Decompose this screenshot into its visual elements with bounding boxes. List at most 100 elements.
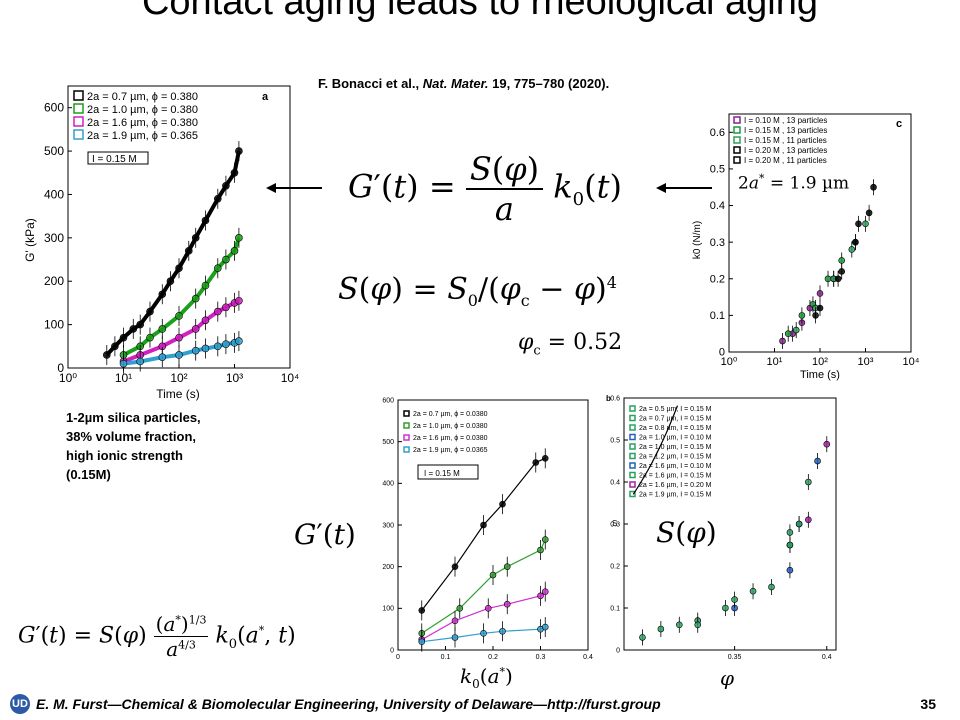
- page-number: 35: [920, 696, 936, 712]
- panel-c-ylabel: k0 (N/m): [692, 221, 703, 259]
- legend-entry: I = 0.15 M , 13 particles: [744, 126, 827, 135]
- data-point: [795, 520, 803, 528]
- reference-citation: F. Bonacci et al., Nat. Mater. 19, 775–7…: [318, 76, 609, 91]
- series-line: [122, 298, 240, 364]
- panel-bl-annotation: I = 0.15 M: [424, 469, 460, 478]
- data-point: [201, 281, 210, 290]
- legend-entry: I = 0.20 M , 13 particles: [744, 146, 827, 155]
- panel-a: a I = 0.15 M Time (s) G' (kPa) 0 100 200 30…: [23, 85, 299, 401]
- arrow-left-2: [656, 183, 712, 193]
- data-point: [222, 340, 230, 348]
- legend-entry: 2a = 1.6 µm, I = 0.15 M: [639, 473, 712, 480]
- university-logo: UD: [10, 694, 30, 714]
- description-note: 1-2µm silica particles, 38% volume fract…: [66, 410, 201, 482]
- data-point: [213, 307, 222, 316]
- y-tick-label: 500: [44, 144, 64, 158]
- legend-marker: [403, 434, 410, 441]
- data-point: [136, 357, 145, 366]
- y-tick-label: 400: [44, 187, 64, 201]
- data-point: [722, 604, 729, 612]
- x-tick-label: 0: [396, 654, 400, 661]
- y-tick-label: 0.4: [710, 200, 725, 212]
- data-point: [499, 627, 506, 635]
- y-tick-label: 600: [44, 101, 64, 115]
- panel-b-xlabel: φ: [720, 666, 735, 690]
- data-point: [102, 351, 111, 359]
- x-tick-label: 0.1: [441, 654, 451, 661]
- legend-entry: 2a = 0.7 µm, ϕ = 0.0380: [413, 411, 488, 418]
- x-tick-label: 10³: [226, 371, 243, 385]
- x-tick-label: 10³: [858, 356, 874, 368]
- panel-b-ylabel: S: [612, 519, 617, 528]
- legend-entry: I = 0.15 M , 11 particles: [744, 136, 827, 145]
- legend-entry: 2a = 0.7 µm, ϕ = 0.380: [87, 91, 198, 103]
- data-point: [201, 344, 210, 353]
- data-point: [814, 457, 821, 465]
- equation-main: G′(t) = S(φ) a k0(t): [348, 150, 622, 228]
- data-point: [480, 630, 487, 637]
- data-point: [158, 290, 167, 299]
- equation-a-star: 2a* = 1.9 µm: [738, 172, 850, 194]
- data-point: [848, 246, 856, 253]
- legend-marker: [629, 481, 636, 488]
- data-point: [235, 147, 243, 155]
- data-point: [541, 536, 549, 543]
- y-tick-label: 0: [616, 647, 620, 654]
- y-tick-label: 0.2: [610, 563, 620, 570]
- equation-scaled: G′(t) = S(φ) (a*)1/3 a4/3 k0(a*, t): [18, 612, 296, 661]
- y-tick-label: 0.1: [610, 605, 620, 612]
- y-tick-label: 0.4: [610, 479, 620, 486]
- panel-a-annotation: I = 0.15 M: [92, 154, 137, 165]
- data-point: [805, 516, 812, 524]
- legend-marker: [629, 452, 636, 460]
- data-point: [870, 183, 877, 191]
- data-point: [222, 181, 230, 190]
- y-tick-label: 200: [382, 564, 394, 571]
- y-tick-label: 100: [382, 606, 394, 613]
- data-point: [111, 342, 119, 351]
- panel-a-xlabel: Time (s): [156, 387, 200, 401]
- legend-entry: 2a = 1.9 µm, I = 0.15 M: [639, 492, 712, 499]
- data-point: [855, 220, 862, 228]
- x-tick-label: 10⁴: [903, 356, 920, 368]
- legend-marker: [629, 490, 636, 498]
- fit-curve: [632, 405, 679, 495]
- legend-entry: 2a = 1.2 µm, I = 0.15 M: [639, 454, 712, 461]
- data-point: [838, 257, 846, 264]
- legend-entry: 2a = 1.0 µm, ϕ = 0.380: [87, 104, 198, 116]
- data-point: [694, 621, 702, 629]
- data-point: [749, 587, 757, 595]
- reference-journal: Nat. Mater.: [422, 76, 489, 91]
- legend-marker: [629, 471, 636, 479]
- data-point: [786, 566, 794, 574]
- series-line: [105, 150, 241, 357]
- panel-bl-frame: [397, 399, 589, 651]
- x-tick-label: 10¹: [115, 371, 132, 385]
- data-point: [418, 607, 426, 614]
- data-point: [865, 209, 873, 217]
- panel-bl-annotation-box: [417, 464, 479, 480]
- panel-c-letter: c: [896, 118, 902, 130]
- data-point: [201, 216, 210, 225]
- legend-marker: [73, 116, 84, 127]
- panel-a-annotation-box: [87, 151, 149, 165]
- x-tick-label: 0.4: [583, 654, 593, 661]
- panel-bl-xlabel: k0(a*): [460, 664, 513, 691]
- y-tick-label: 0.5: [710, 164, 725, 176]
- x-tick-label: 10¹: [767, 356, 783, 368]
- legend-entry: 2a = 1.6 µm, I = 0.20 M: [639, 482, 712, 489]
- legend-entry: 2a = 1.9 µm, ϕ = 0.365: [87, 130, 198, 142]
- legend-entry: 2a = 1.6 µm, I = 0.10 M: [639, 463, 712, 470]
- x-tick-label: 0.2: [488, 654, 498, 661]
- data-point: [451, 617, 459, 625]
- x-tick-label: 10⁰: [59, 371, 77, 385]
- panel-b-letter: b: [606, 394, 611, 403]
- data-point: [786, 541, 794, 549]
- panel-c: c Time (s) k0 (N/m) 0 0.1 0.2 0.3 0.4 0.5 0.6 1…: [692, 113, 920, 381]
- legend-entry: 2a = 1.0 µm, I = 0.15 M: [639, 444, 712, 451]
- legend-entry: 2a = 1.9 µm, ϕ = 0.0365: [413, 447, 488, 454]
- footer-text[interactable]: E. M. Furst—Chemical & Biomolecular Engi…: [36, 696, 661, 712]
- legend-marker: [629, 462, 636, 469]
- legend-entry: 2a = 0.7 µm, I = 0.15 M: [639, 416, 712, 423]
- data-point: [541, 455, 549, 462]
